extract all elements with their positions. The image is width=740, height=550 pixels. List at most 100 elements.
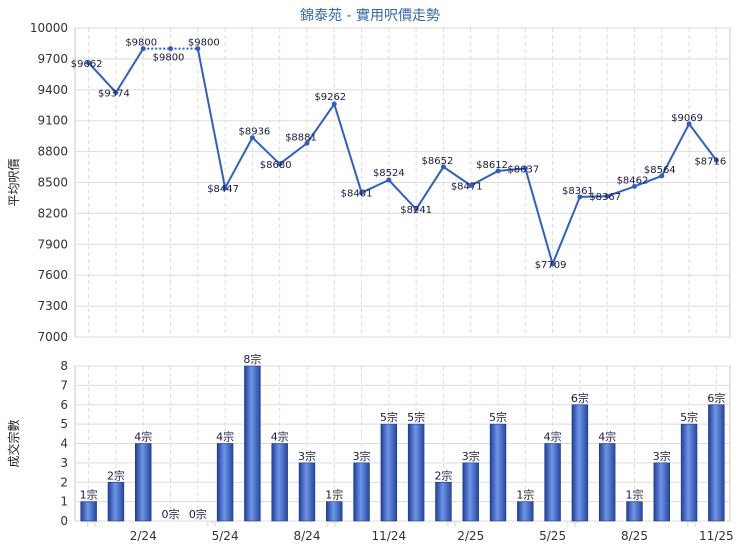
count-y-tick-label: 6 <box>60 398 68 412</box>
price-grid <box>75 27 730 338</box>
count-x-tick-label: 11/24 <box>372 529 407 543</box>
count-data-label: 3宗 <box>298 449 316 463</box>
count-data-label: 1宗 <box>325 488 343 502</box>
price-line-segment <box>660 123 690 177</box>
count-bar <box>407 423 425 522</box>
price-point <box>331 101 337 107</box>
price-point <box>659 173 665 179</box>
count-bar <box>598 443 616 522</box>
price-data-label: $8471 <box>451 181 483 192</box>
price-data-label: $9800 <box>125 38 157 49</box>
price-point <box>249 135 255 141</box>
price-y-tick-label: 8800 <box>37 145 68 159</box>
price-point <box>222 185 228 191</box>
count-bar <box>135 443 152 522</box>
price-series <box>86 46 719 267</box>
price-y-tick-label: 7600 <box>37 268 68 282</box>
count-data-labels: 1宗 2宗 4宗 0宗 0宗 4宗 8宗 4宗 3宗 1宗 3宗 5宗 5宗 2宗 3宗 5宗 1宗 4宗 6宗 4宗… <box>80 352 726 521</box>
price-data-label: $8680 <box>260 160 292 171</box>
price-y-tick-label: 9400 <box>37 83 68 97</box>
count-data-label: 4宗 <box>271 430 289 444</box>
price-data-label: $9262 <box>314 92 346 103</box>
price-data-labels: $9662$9374$9800$9800$9800$8447$8936$8680… <box>71 38 727 271</box>
price-data-label: $8936 <box>238 127 270 138</box>
price-line-segment <box>306 103 336 144</box>
price-point <box>168 46 174 52</box>
price-data-label: $8367 <box>589 192 621 203</box>
count-data-label: 4宗 <box>598 430 616 444</box>
count-bar <box>517 501 534 522</box>
count-bar <box>107 481 125 522</box>
price-point <box>359 190 365 196</box>
count-bar <box>298 462 316 522</box>
count-data-label: 0宗 <box>162 507 180 521</box>
price-line-segment <box>606 185 635 198</box>
price-point <box>713 157 719 163</box>
price-data-label: $8401 <box>341 189 373 200</box>
count-x-tick-label: 2/25 <box>457 529 484 543</box>
price-y-axis: 7000 7300 7600 7900 8200 8500 8800 9100 9400 9700… <box>30 21 68 344</box>
price-point <box>195 46 201 52</box>
count-data-label: 1宗 <box>80 488 98 502</box>
count-data-label: 4宗 <box>544 430 562 444</box>
count-bar <box>626 501 643 522</box>
count-bar <box>216 443 234 522</box>
price-data-label: $9374 <box>98 88 130 99</box>
count-y-tick-label: 8 <box>60 359 68 373</box>
count-data-label: 5宗 <box>489 410 507 424</box>
price-data-label: $8637 <box>507 164 539 175</box>
price-data-label: $8716 <box>694 156 726 167</box>
price-data-label: $8612 <box>476 160 508 171</box>
count-data-label: 3宗 <box>462 449 480 463</box>
count-bar <box>544 443 561 522</box>
price-panel: 7000 7300 7600 7900 8200 8500 8800 9100 9400 9700… <box>7 21 731 344</box>
count-data-label: 6宗 <box>707 391 725 405</box>
price-point <box>522 165 528 171</box>
price-line-segment <box>115 48 145 94</box>
price-data-label: $8881 <box>285 132 317 143</box>
count-x-tick-label: 8/24 <box>294 529 321 543</box>
price-point <box>304 140 310 146</box>
count-data-label: 5宗 <box>680 410 698 424</box>
count-y-axis: 0 1 2 3 4 5 6 7 8 <box>60 359 68 528</box>
count-bar <box>571 404 589 522</box>
price-line-segment <box>224 137 254 189</box>
price-point <box>550 261 556 267</box>
count-data-label: 2宗 <box>107 468 125 482</box>
count-bar <box>244 365 261 522</box>
price-y-tick-label: 7300 <box>37 299 68 313</box>
price-y-tick-label: 8200 <box>37 206 68 220</box>
price-point <box>440 164 446 170</box>
count-bar <box>680 423 698 522</box>
count-bar <box>80 501 97 522</box>
price-data-label: $9069 <box>671 113 703 124</box>
count-bar <box>435 481 452 522</box>
count-data-label: 4宗 <box>216 430 234 444</box>
count-x-tick-label: 5/24 <box>212 529 239 543</box>
price-y-tick-label: 9100 <box>37 114 68 128</box>
count-data-label: 1宗 <box>625 488 643 502</box>
count-bar <box>271 443 288 522</box>
count-bar <box>353 462 370 522</box>
price-line-segment <box>524 168 554 265</box>
price-point <box>413 206 419 212</box>
price-line-segment <box>634 174 663 188</box>
price-y-axis-label: 平均呎價 <box>7 158 21 206</box>
count-data-label: 3宗 <box>653 449 671 463</box>
price-data-label: $8564 <box>644 165 676 176</box>
price-line-segment <box>279 142 308 165</box>
price-y-tick-label: 8500 <box>37 176 68 190</box>
price-point <box>140 46 146 52</box>
count-y-axis-label: 成交宗數 <box>6 419 21 467</box>
count-bar <box>326 501 343 522</box>
count-x-axis: 2/24 5/24 8/24 11/24 2/25 5/25 8/25 11/25 <box>130 529 734 543</box>
count-bar <box>653 462 670 522</box>
count-y-tick-label: 1 <box>60 495 68 509</box>
price-line-segment <box>87 62 117 94</box>
price-point <box>686 121 692 127</box>
price-point <box>495 168 501 174</box>
count-data-label: 5宗 <box>407 410 425 424</box>
price-data-label: $8241 <box>400 205 432 216</box>
count-y-tick-label: 4 <box>60 437 68 451</box>
